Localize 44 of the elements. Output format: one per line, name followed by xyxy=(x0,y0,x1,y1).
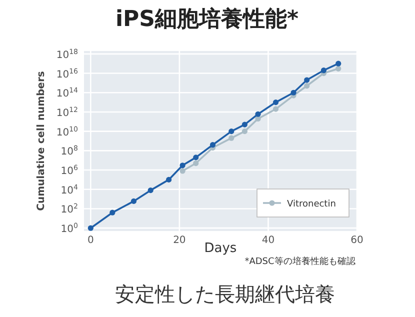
point xyxy=(255,111,261,117)
point xyxy=(304,83,310,89)
text: 安定性した長期継代培養 xyxy=(115,282,335,306)
y-tick-label: 10$^{0}$ xyxy=(60,222,78,236)
x-tick-label: 0 xyxy=(87,235,94,246)
point xyxy=(272,99,279,106)
point xyxy=(272,106,279,112)
point xyxy=(110,210,116,216)
text: *ADSC等の培養性能も確認 xyxy=(244,256,356,267)
legend-label: Vitronectin xyxy=(287,200,336,210)
point xyxy=(336,60,342,66)
y-tick-label: 10$^{10}$ xyxy=(56,125,78,138)
y-tick-label: 10$^{18}$ xyxy=(56,48,78,61)
point xyxy=(130,198,137,204)
point xyxy=(304,77,310,83)
point xyxy=(336,66,342,72)
point xyxy=(290,90,296,96)
point xyxy=(242,128,248,134)
x-tick-label: 40 xyxy=(262,235,275,246)
y-tick-label: 10$^{12}$ xyxy=(56,106,78,119)
point xyxy=(88,225,94,231)
point xyxy=(180,168,186,174)
point xyxy=(210,142,216,148)
point xyxy=(193,154,199,160)
y-tick-label: 10$^{8}$ xyxy=(60,144,78,158)
y-axis-title: Cumulative cell numbers xyxy=(36,71,47,211)
y-tick-label: 10$^{6}$ xyxy=(60,164,79,178)
point xyxy=(242,122,248,128)
point xyxy=(166,176,172,183)
chart-title: iPS細胞培養性能* xyxy=(115,6,299,32)
x-tick-label: 20 xyxy=(173,235,186,246)
y-tick-label: 10$^{4}$ xyxy=(60,183,79,196)
legend: Vitronectin xyxy=(256,188,350,218)
y-tick-label: 10$^{14}$ xyxy=(56,86,79,100)
point xyxy=(180,162,186,168)
y-tick-label: 10$^{2}$ xyxy=(60,202,78,216)
point xyxy=(228,128,234,134)
point xyxy=(193,160,199,166)
x-axis-title: Days xyxy=(204,241,237,256)
y-tick-label: 10$^{16}$ xyxy=(56,67,79,80)
point xyxy=(228,135,234,141)
point xyxy=(320,68,327,74)
point xyxy=(148,188,154,194)
x-tick-label: 60 xyxy=(350,235,364,246)
